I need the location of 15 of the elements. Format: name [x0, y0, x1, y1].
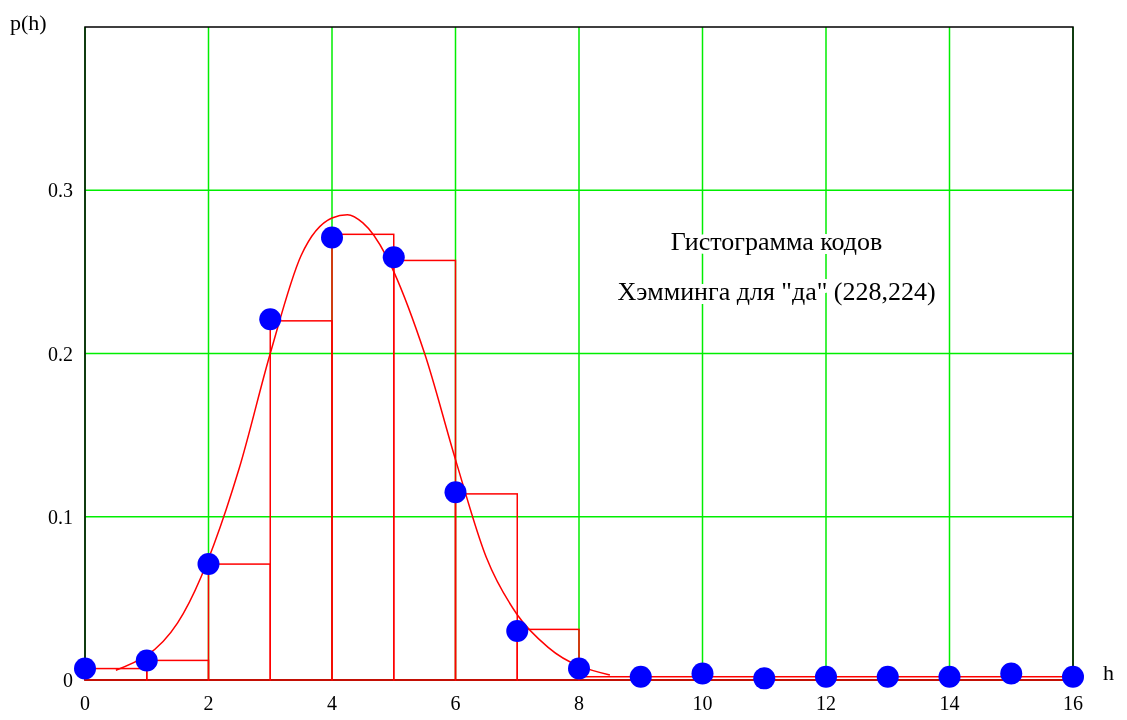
x-tick-label: 8	[574, 692, 584, 714]
x-tick-label: 2	[203, 692, 214, 714]
x-tick-label: 6	[450, 692, 461, 714]
x-tick-label: 0	[80, 692, 90, 714]
x-tick-label: 10	[692, 692, 713, 714]
y-tick-label: 0.3	[48, 179, 73, 202]
y-tick-label: 0	[63, 669, 73, 691]
x-tick-label: 16	[1063, 692, 1083, 714]
y-axis-title: p(h)	[10, 10, 47, 35]
y-tick-label: 0.1	[48, 505, 73, 528]
y-tick-label: 0.2	[48, 342, 73, 365]
x-tick-label: 4	[327, 692, 337, 714]
x-axis-title: h	[1103, 660, 1114, 685]
x-tick-label: 14	[939, 692, 960, 714]
x-tick-label: 12	[816, 692, 836, 714]
